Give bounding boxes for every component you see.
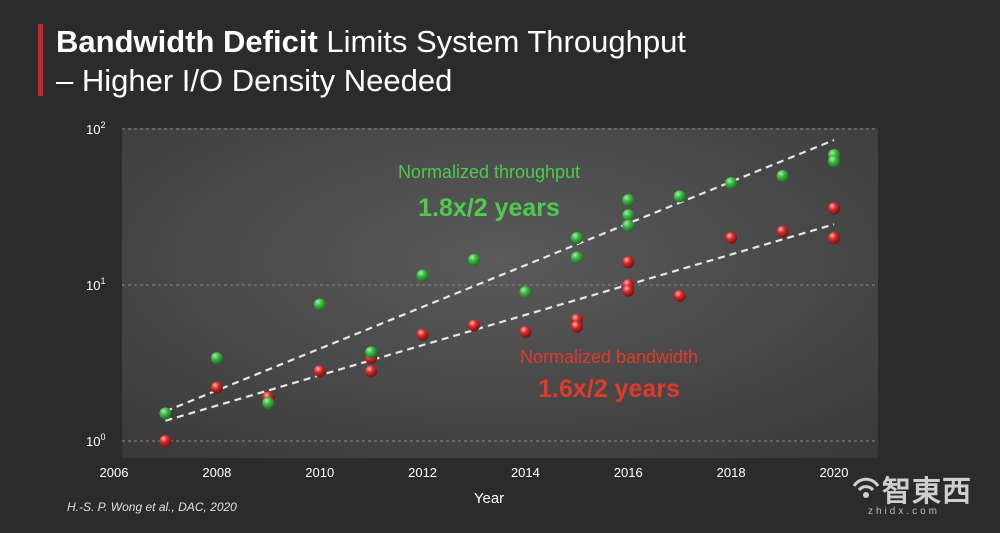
x-tick-label: 2006 [100, 465, 129, 480]
bandwidth-series-label: Normalized bandwidth [520, 347, 698, 367]
y-tick-label: 100 [86, 432, 105, 449]
bandwidth-trend-line [165, 223, 835, 422]
watermark-url: zhidx.com [868, 506, 941, 517]
throughput-point [673, 190, 686, 203]
throughput-trend-line [165, 138, 835, 413]
throughput-point [725, 177, 738, 190]
throughput-point [622, 209, 635, 222]
x-tick-labels: 2006 2008 2010 2012 2014 2016 2018 2020 [100, 465, 849, 480]
throughput-point [210, 352, 223, 365]
bandwidth-point [673, 290, 686, 303]
x-axis-label: Year [474, 490, 504, 507]
bandwidth-point [210, 381, 223, 394]
title-line2: – Higher I/O Density Needed [56, 63, 453, 98]
x-tick-label: 2008 [202, 465, 231, 480]
throughput-point [622, 194, 635, 207]
bandwidth-point [622, 256, 635, 269]
throughput-point [262, 397, 275, 410]
throughput-point [365, 346, 378, 359]
throughput-point [313, 298, 326, 311]
y-tick-label: 101 [86, 276, 105, 293]
title-rest: Limits System Throughput [317, 24, 686, 59]
watermark-logo-text: 智東西 [882, 476, 973, 508]
wifi-icon [852, 477, 880, 498]
throughput-point [776, 169, 789, 182]
throughput-rate-label: 1.8x/2 years [418, 194, 560, 222]
throughput-point [570, 251, 583, 264]
bandwidth-point [570, 320, 583, 333]
throughput-point [622, 219, 635, 232]
bandwidth-point [828, 232, 840, 245]
bandwidth-point [416, 328, 429, 341]
throughput-series-label: Normalized throughput [398, 162, 580, 182]
throughput-point [828, 155, 840, 168]
throughput-point [416, 269, 429, 282]
bandwidth-point [519, 325, 532, 338]
bandwidth-point [468, 319, 480, 332]
throughput-point [519, 286, 532, 299]
throughput-point [159, 407, 172, 420]
plot-area [122, 128, 878, 458]
throughput-point [570, 232, 583, 245]
bandwidth-point [725, 232, 738, 245]
bandwidth-point [828, 202, 840, 215]
bandwidth-point [622, 284, 635, 297]
gridlines [122, 128, 878, 442]
bandwidth-rate-label: 1.6x/2 years [538, 375, 680, 403]
x-tick-label: 2012 [408, 465, 437, 480]
x-tick-label: 2020 [820, 465, 849, 480]
bandwidth-point [313, 365, 326, 378]
bandwidth-point [365, 365, 378, 378]
x-tick-label: 2010 [305, 465, 334, 480]
bandwidth-point [159, 435, 172, 447]
x-tick-label: 2018 [717, 465, 746, 480]
citation: H.-S. P. Wong et al., DAC, 2020 [67, 500, 237, 514]
y-tick-labels: 100 101 102 [86, 120, 105, 449]
title-bold: Bandwidth Deficit [56, 24, 318, 59]
watermark: 智東西 zhidx.com [848, 466, 988, 522]
title-accent-bar [38, 24, 43, 96]
data-points [159, 149, 840, 447]
x-tick-label: 2014 [511, 465, 540, 480]
x-tick-label: 2016 [614, 465, 643, 480]
slide-title: Bandwidth Deficit Limits System Throughp… [56, 22, 956, 100]
bandwidth-point [776, 225, 789, 238]
y-tick-label: 102 [86, 120, 105, 137]
trend-lines [165, 138, 835, 422]
throughput-point [468, 253, 480, 266]
